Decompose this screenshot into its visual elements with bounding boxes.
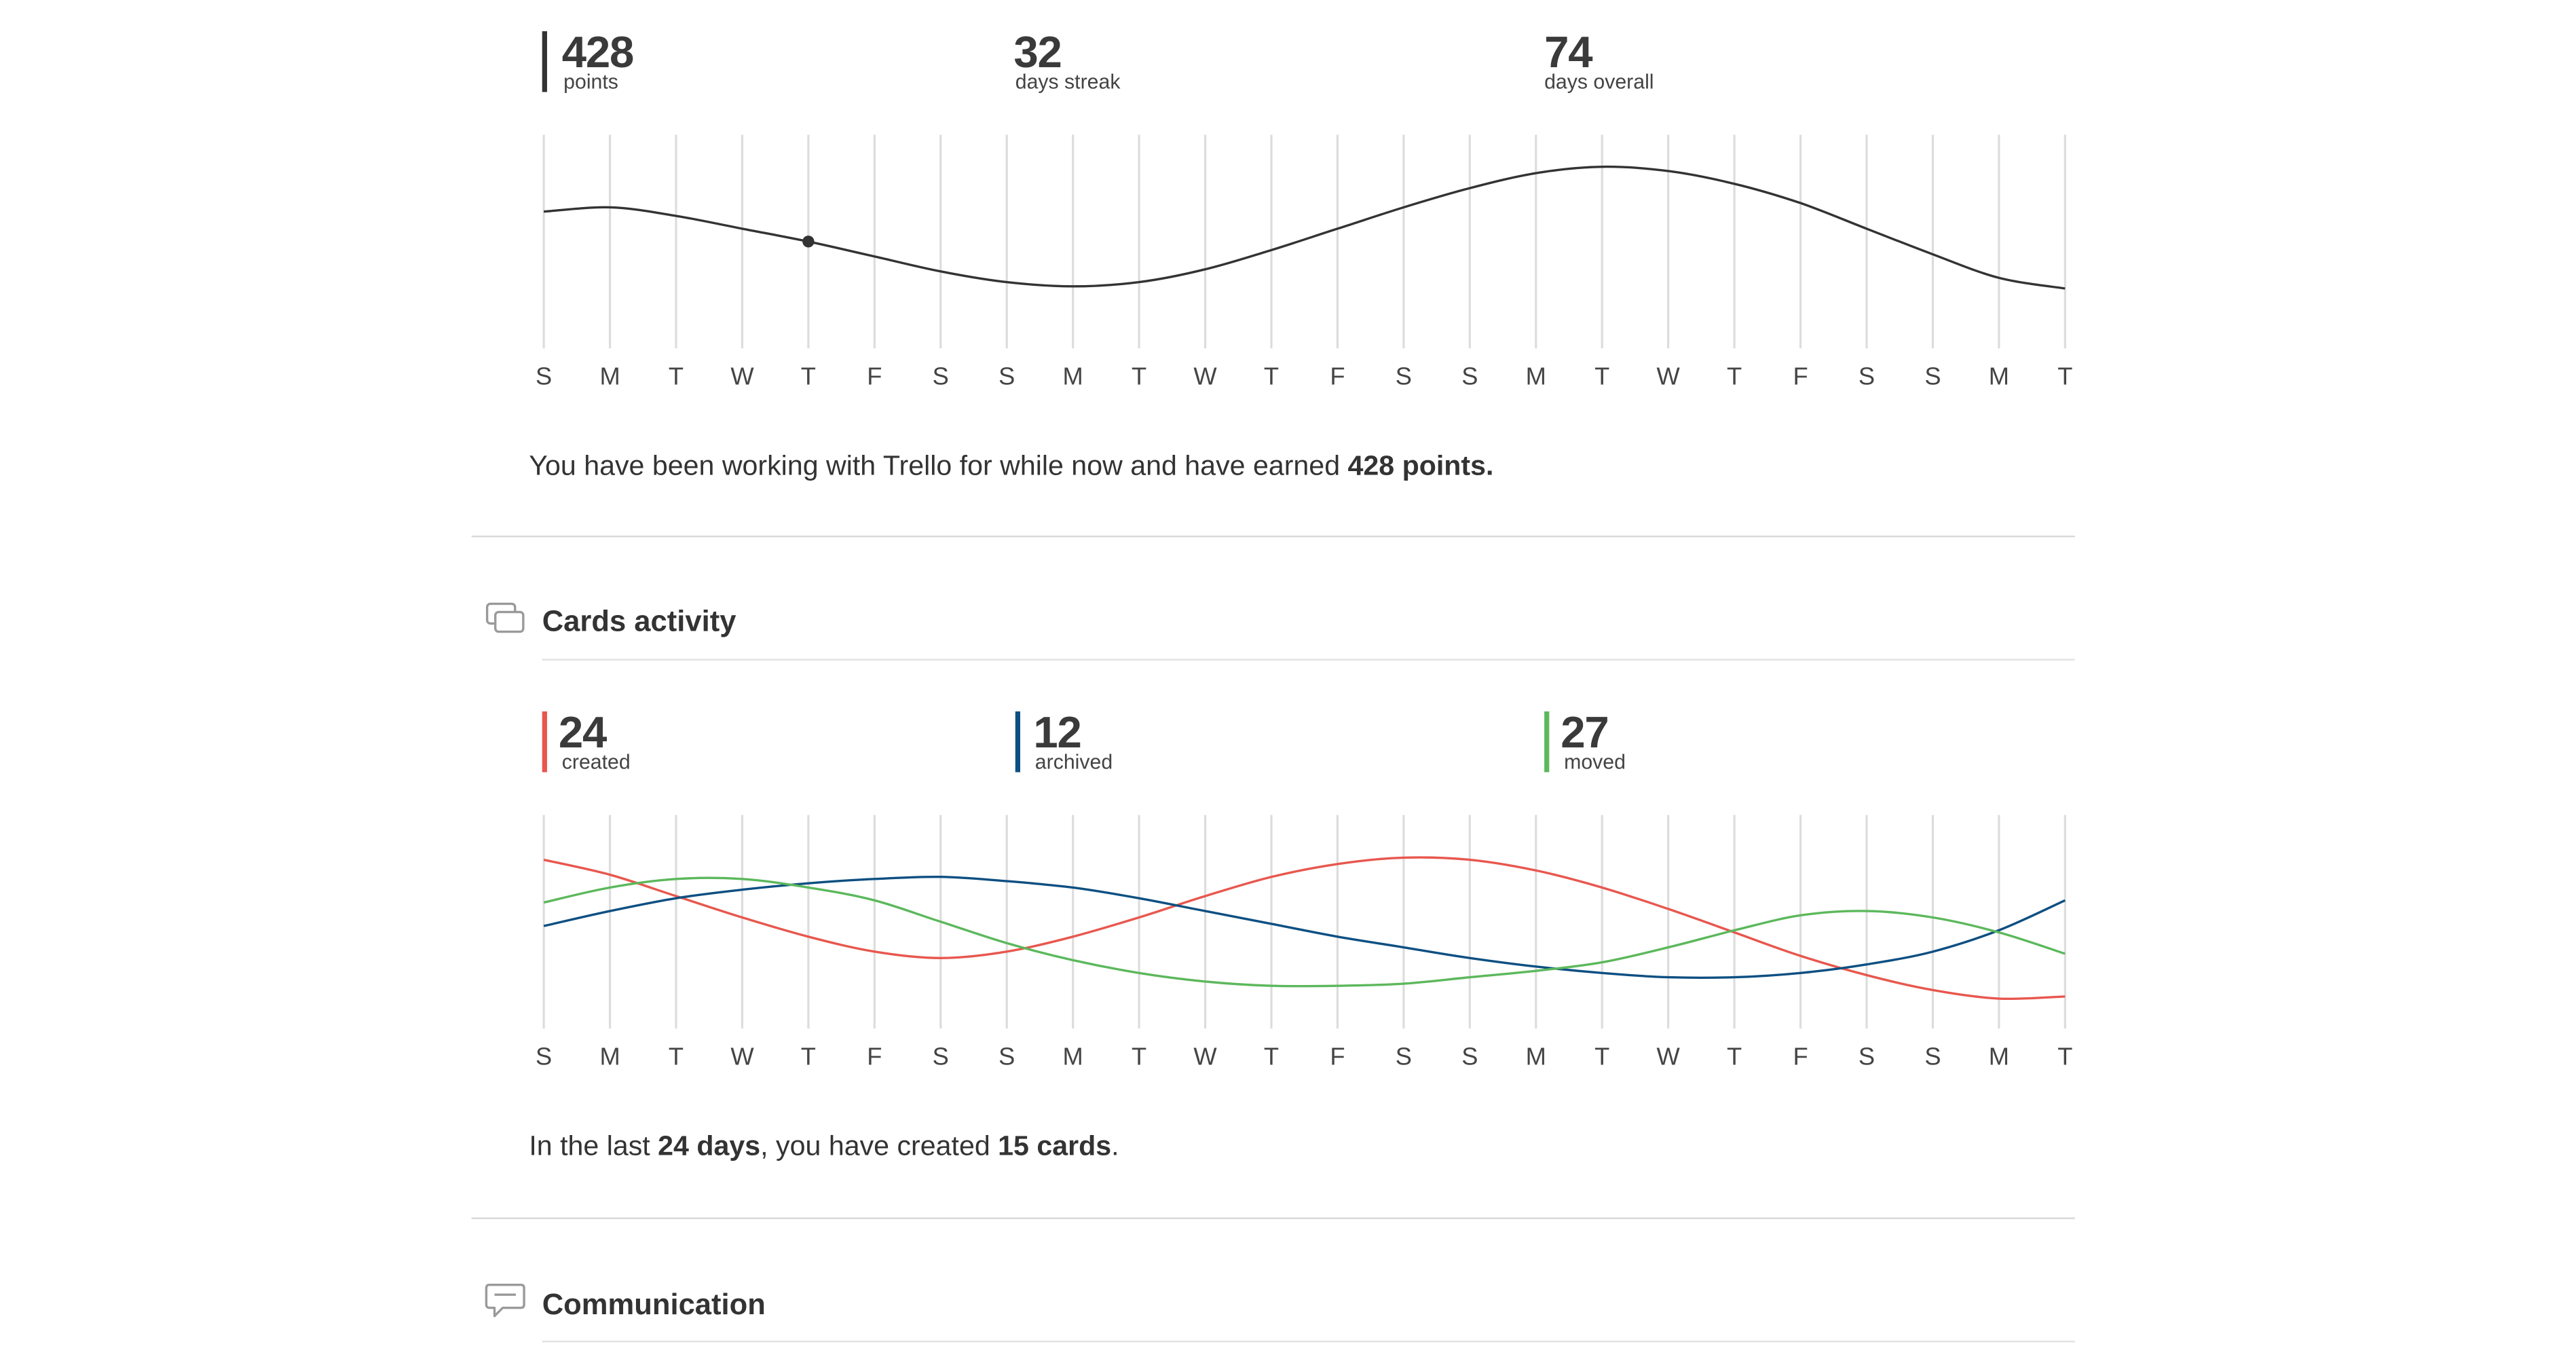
x-tick-label: S [933,362,949,390]
x-tick-label: T [1264,1042,1279,1070]
communication-title: Communication [542,1288,766,1321]
x-tick-label: T [2057,1042,2072,1070]
x-tick-label: F [867,362,882,390]
cards-summary-text-1: In the last [529,1130,658,1162]
x-tick-label: T [801,362,816,390]
cards-summary-count: 15 cards [998,1130,1112,1162]
series-line-1 [543,875,2066,980]
cards-summary-days: 24 days [658,1130,761,1162]
x-tick-label: M [1526,1042,1546,1070]
x-tick-label: S [933,1042,949,1070]
x-tick-label: T [1594,1042,1609,1070]
cards-activity-title: Cards activity [542,604,736,638]
moved-stat-value: 27 [1561,708,1609,758]
series-line-0 [543,856,2066,1001]
x-tick-label: W [730,1042,754,1070]
highlight-point [802,236,815,248]
cards-summary-text-3: . [1111,1130,1119,1162]
x-tick-label: W [1657,1042,1681,1070]
x-tick-label: F [1330,362,1345,390]
x-tick-label: W [1657,362,1681,390]
cards-summary-text-2: , you have created [760,1130,998,1162]
x-tick-label: T [669,362,684,390]
moved-stat-label: moved [1564,751,1626,774]
streak-stat-value: 32 [1013,28,1062,77]
points-stat-label: points [563,71,618,94]
points-stat-bar [542,31,547,92]
points-summary: You have been working with Trello for wh… [529,450,1493,483]
archived-stat-label: archived [1034,751,1113,774]
x-tick-label: M [599,1042,620,1070]
archived-stat-value: 12 [1033,708,1082,758]
x-tick-label: S [1396,362,1412,390]
x-tick-label: F [1330,1042,1345,1070]
x-tick-label: S [1396,1042,1412,1070]
section-divider [471,536,2075,538]
overall-stat-label: days overall [1544,71,1654,94]
x-tick-label: T [1132,362,1146,390]
points-summary-text: You have been working with Trello for wh… [529,450,1348,482]
x-tick-label: T [1132,1042,1146,1070]
x-tick-label: W [730,362,754,390]
created-stat-label: created [561,751,631,774]
x-tick-label: S [1924,1042,1941,1070]
points-summary-bold: 428 points. [1347,450,1494,482]
x-tick-label: S [1461,1042,1478,1070]
x-tick-label: F [1793,1042,1808,1070]
moved-stat-bar [1544,711,1550,773]
x-tick-label: T [1264,362,1279,390]
x-tick-label: S [1859,362,1875,390]
x-tick-label: S [998,362,1015,390]
x-tick-label: T [2057,362,2072,390]
x-tick-label: S [1859,1042,1875,1070]
archived-stat-bar [1015,711,1021,773]
x-tick-label: T [1727,362,1742,390]
x-tick-label: T [1594,362,1609,390]
created-stat-bar [542,711,547,773]
section-divider-2 [471,1217,2075,1219]
x-tick-label: F [1793,362,1808,390]
comment-icon [485,1283,525,1318]
x-tick-label: T [669,1042,684,1070]
x-tick-label: S [536,362,552,390]
x-tick-label: M [1526,362,1546,390]
x-tick-label: M [1063,362,1083,390]
x-tick-label: T [801,1042,816,1070]
overall-stat-value: 74 [1544,28,1593,77]
x-tick-label: M [1063,1042,1083,1070]
cards-summary: In the last 24 days, you have created 15… [529,1130,1119,1163]
x-tick-label: S [536,1042,552,1070]
x-tick-label: M [1989,1042,2009,1070]
x-tick-label: S [998,1042,1015,1070]
points-stat-value: 428 [561,28,635,77]
x-tick-label: W [1193,362,1217,390]
x-tick-label: T [1727,1042,1742,1070]
communication-title-underline [542,1340,2075,1343]
series-line-2 [543,876,2066,988]
x-tick-label: S [1924,362,1941,390]
cards-title-underline [542,658,2075,661]
x-tick-label: F [867,1042,882,1070]
x-tick-label: W [1193,1042,1217,1070]
created-stat-value: 24 [558,708,608,758]
x-tick-label: M [1989,362,2009,390]
cards-icon [485,602,525,633]
x-tick-label: S [1461,362,1478,390]
streak-stat-label: days streak [1015,71,1121,94]
x-tick-label: M [599,362,620,390]
